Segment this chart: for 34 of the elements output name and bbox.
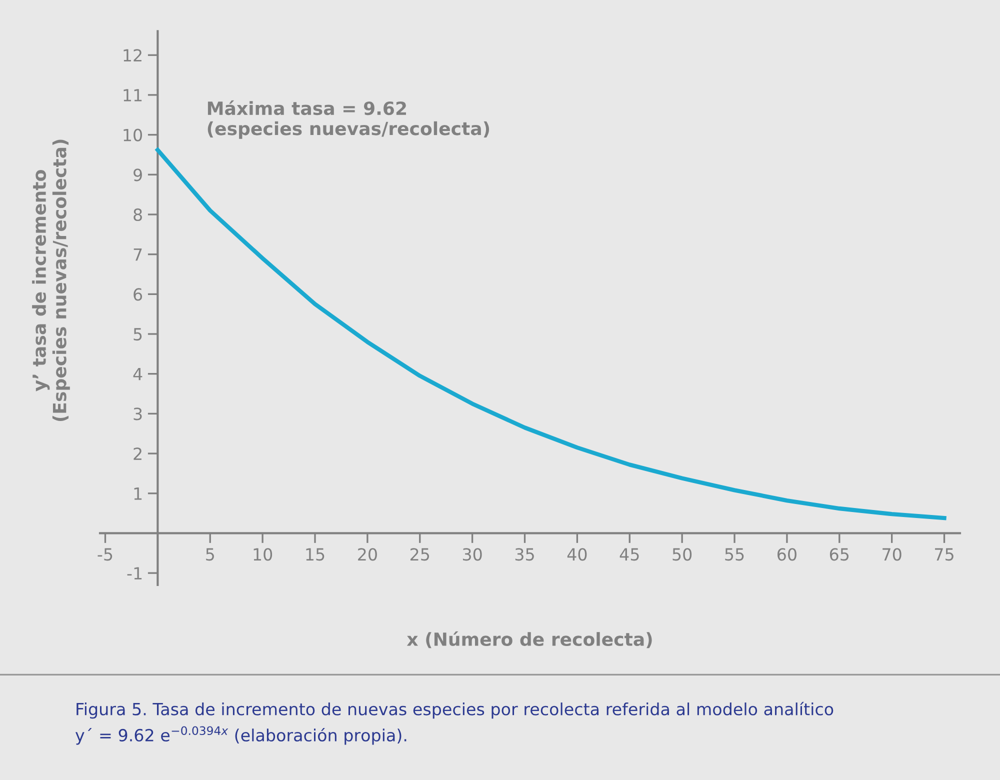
y-tick-label: 3 [134, 408, 142, 420]
x-tick-label: 30 [462, 548, 482, 561]
y-tick-label: 10 [124, 128, 142, 142]
y-tick-label: 2 [134, 447, 142, 460]
x-tick-label: 75 [935, 548, 954, 561]
x-tick-label: 70 [882, 548, 902, 561]
x-tick-label: 40 [567, 548, 587, 561]
x-tick-label: 20 [358, 548, 377, 561]
x-tick-label: 5 [206, 548, 214, 561]
x-tick-label: 10 [254, 548, 272, 561]
text: Figura 5. Tasa de incremento de nuevas especies por recolecta referida al modelo analítico y´ = 9.62 e$^{−0.0394x}$ (elaboración propia). [75, 702, 834, 745]
x-tick-label: 25 [410, 548, 430, 561]
x-tick-label: 55 [725, 548, 744, 561]
y-tick-label: -1 [127, 567, 142, 580]
x-tick-label: 65 [830, 548, 849, 561]
x-tick-label: 45 [620, 548, 639, 561]
y-tick-label: 9 [134, 168, 142, 182]
y-tick-label: 1 [134, 488, 142, 500]
x-axis-title: x (Número de recolecta) [406, 631, 652, 648]
x-tick-label: 60 [778, 548, 796, 561]
x-tick-label: 15 [306, 548, 324, 561]
annotation: Máxima tasa = 9.62 (especies nuevas/recolecta) [208, 100, 490, 139]
y-tick-label: 4 [133, 368, 142, 380]
x-tick-label: 35 [515, 548, 534, 561]
y-tick-label: 11 [124, 89, 142, 102]
y-tick-label: 5 [134, 328, 142, 341]
line-series [156, 148, 946, 520]
x-tick-label: 50 [672, 548, 692, 561]
y-tick-label: 8 [134, 208, 142, 222]
y-tick-label: 7 [134, 248, 142, 261]
x-tick-label: -5 [98, 548, 112, 561]
y-axis-title: y’ tasa de incremento (Especies nuevas/recolecta) [32, 140, 70, 422]
y-tick-label: 6 [134, 288, 142, 301]
y-tick-label: 12 [124, 49, 142, 62]
